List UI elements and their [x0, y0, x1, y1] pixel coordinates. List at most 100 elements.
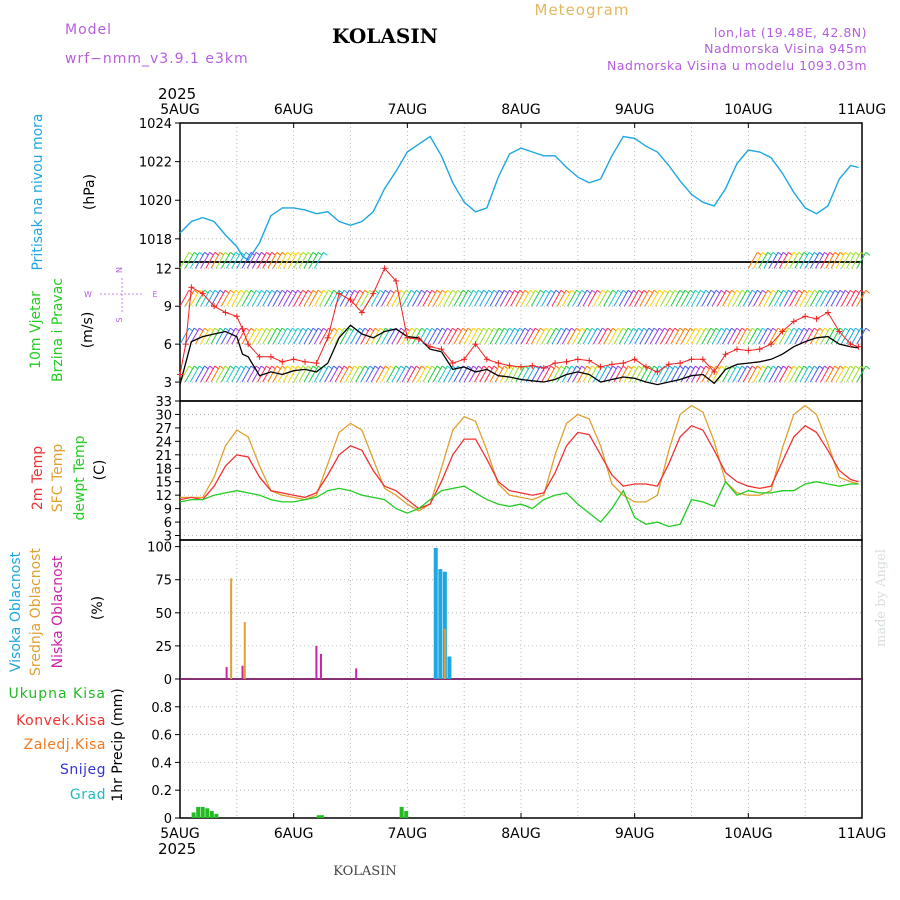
wind-barb [303, 252, 314, 269]
y-tick-label: 30 [155, 408, 172, 423]
precip-legend-0: Ukupna Kisa [8, 686, 106, 702]
wind-barb [339, 289, 350, 307]
meteogram-title: Meteogram [535, 1, 630, 19]
wind-barb [639, 365, 650, 383]
y-tick-label: 9 [164, 300, 172, 315]
wind-barb [303, 365, 314, 383]
wind-barb [381, 289, 391, 307]
wind-barb [670, 365, 681, 383]
wind-barb [654, 327, 665, 345]
wind-barb [344, 289, 355, 307]
wind-barb-flag [865, 365, 871, 370]
precip-legend: Ukupna Kisa Konvek.Kisa Zaledj.Kisa Snij… [8, 686, 126, 803]
wind-barb [799, 252, 810, 269]
wind-barb [370, 289, 381, 307]
y-tick-label: 21 [155, 449, 172, 464]
x-tick-label-top: 7AUG [388, 102, 428, 118]
wind-barb [468, 289, 479, 307]
wind-barb [809, 289, 820, 307]
cloud-bar [319, 653, 322, 679]
wind-barb [789, 252, 800, 269]
wind-barb [784, 365, 794, 383]
wind-barb [386, 327, 397, 345]
wind-barb [282, 252, 293, 269]
y-tick-label: 1018 [139, 233, 172, 248]
wind-barb [319, 327, 329, 345]
pressure-line [179, 135, 859, 262]
wind-barb [210, 289, 221, 307]
model-altitude-text: Nadmorska Visina u modelu 1093.03m [607, 58, 867, 73]
wind-barb [520, 289, 531, 307]
wind-barb [567, 289, 577, 307]
cloud-bar [243, 622, 246, 679]
y-tick-label: 12 [155, 262, 172, 277]
wind-barb [799, 365, 810, 383]
y-tick-label: 24 [155, 435, 172, 450]
x-tick-label-bottom: 6AUG [274, 826, 314, 842]
wind-barb [370, 365, 381, 383]
wind-barb [644, 327, 655, 345]
wind-barb [820, 289, 831, 307]
wind-barb [298, 365, 309, 383]
wind-barb-flag [865, 289, 871, 294]
wind-barb [639, 327, 650, 345]
wind-barb [825, 289, 836, 307]
wind-barb [567, 327, 577, 345]
wind-barb [825, 252, 836, 269]
wind-barb [623, 327, 634, 345]
wind-barb [355, 365, 366, 383]
wind-barb [675, 365, 686, 383]
y-tick-label: 9 [164, 503, 172, 518]
wind-barb [525, 365, 536, 383]
wind-barb [846, 289, 856, 307]
wind-barb [530, 365, 541, 383]
wind-barb [226, 252, 236, 269]
wind-barb [546, 365, 557, 383]
wind-barb [272, 252, 283, 269]
wind-gust-markers [177, 265, 862, 378]
wind-barb [386, 365, 397, 383]
wind-barb [200, 289, 211, 307]
wind-barb [298, 289, 309, 307]
x-tick-label-bottom: 9AUG [615, 826, 655, 842]
temp-ylabel: 2m Temp SFC Temp dewpt Temp (C) [30, 435, 108, 520]
wind-barb [396, 327, 407, 345]
wind-barb [577, 365, 588, 383]
wind-barb [339, 327, 350, 345]
y-tick-label: 50 [155, 607, 172, 622]
wind-barb [308, 252, 319, 269]
wind-barb [525, 327, 536, 345]
wind-barb [577, 289, 588, 307]
wind-barb [489, 327, 500, 345]
wind-barb [417, 365, 428, 383]
wind-barb [623, 289, 634, 307]
wind-barb [241, 365, 252, 383]
wind-barb [815, 252, 825, 269]
wind-barb [706, 289, 717, 307]
y-tick-label: 18 [155, 462, 172, 477]
wind-barb [644, 289, 655, 307]
wind-barb [184, 365, 195, 383]
model-label: Model [65, 22, 112, 38]
wind-barb [231, 289, 242, 307]
precip-bar [205, 808, 210, 818]
wind-barb [463, 289, 474, 307]
wind-barb [773, 252, 784, 269]
wind-barb [815, 365, 825, 383]
wind-barb [422, 365, 433, 383]
cloud-ylabel-2: Niska Oblacnost [50, 555, 66, 668]
wind-y-axis: 3 6 9 12 [155, 262, 180, 391]
wind-barb [675, 289, 686, 307]
x-tick-label-bottom: 11AUG [838, 826, 887, 842]
wind-barb [525, 289, 536, 307]
wind-barb [778, 365, 789, 383]
wind-barb [701, 289, 712, 307]
compass-w: W [84, 290, 92, 299]
wind-barb [758, 327, 769, 345]
temp-2m-line [179, 424, 859, 510]
wind-barb [856, 252, 867, 269]
wind-barb [246, 252, 257, 269]
wind-barb-flag [865, 251, 871, 256]
wind-barb [375, 327, 386, 345]
